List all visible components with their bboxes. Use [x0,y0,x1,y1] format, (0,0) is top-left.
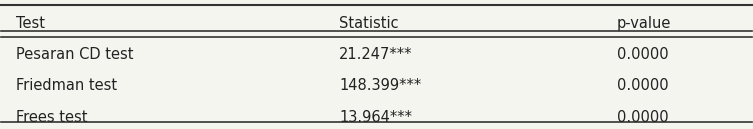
Text: Friedman test: Friedman test [17,78,117,93]
Text: 0.0000: 0.0000 [617,47,668,62]
Text: 0.0000: 0.0000 [617,110,668,125]
Text: 0.0000: 0.0000 [617,78,668,93]
Text: Pesaran CD test: Pesaran CD test [17,47,134,62]
Text: 13.964***: 13.964*** [339,110,412,125]
Text: Test: Test [17,16,45,31]
Text: 21.247***: 21.247*** [339,47,413,62]
Text: Frees test: Frees test [17,110,88,125]
Text: p-value: p-value [617,16,671,31]
Text: 148.399***: 148.399*** [339,78,421,93]
Text: Statistic: Statistic [339,16,398,31]
